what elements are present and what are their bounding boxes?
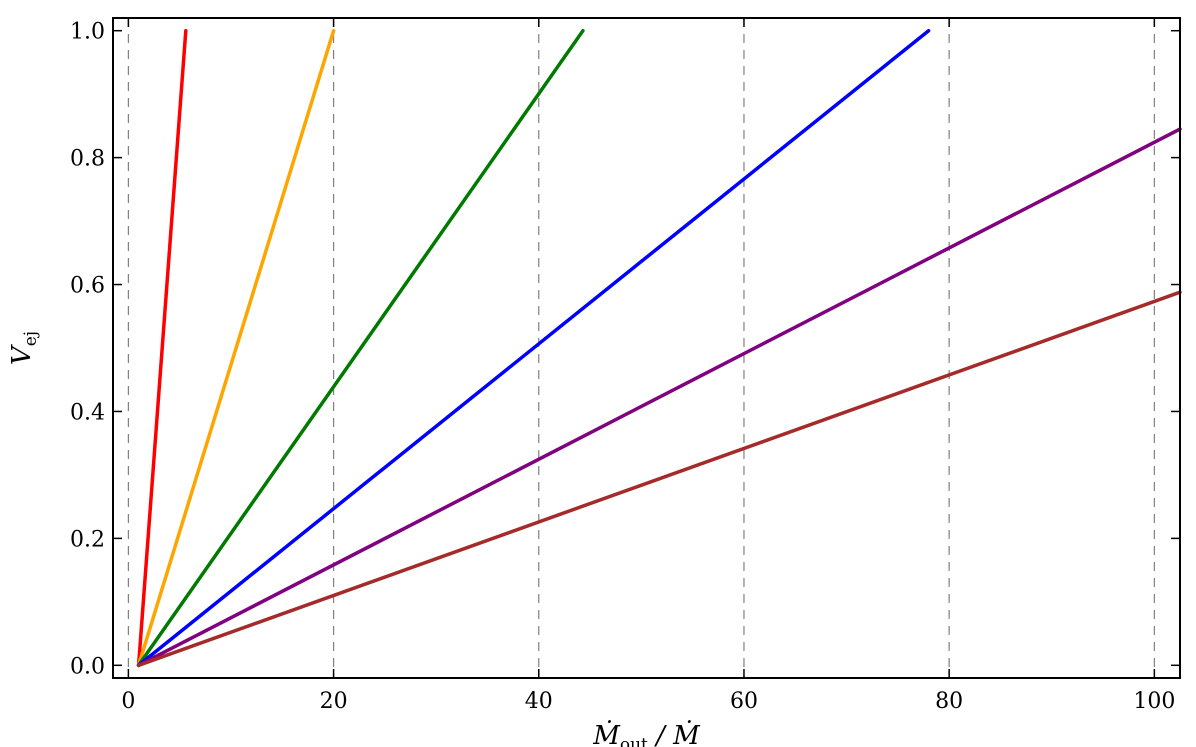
x-tick-label-4: 80 bbox=[935, 689, 963, 714]
series-line-4 bbox=[136, 127, 1182, 668]
series-layer bbox=[136, 28, 1182, 668]
x-tick-label-1: 20 bbox=[320, 689, 348, 714]
y-tick-label-5: 1.0 bbox=[70, 20, 105, 45]
x-tick-label-3: 60 bbox=[730, 689, 758, 714]
x-axis-label: Ṁout / Ṁ bbox=[592, 720, 701, 747]
y-tick-label-2: 0.4 bbox=[70, 400, 105, 425]
series-line-0 bbox=[136, 28, 188, 668]
series-line-5 bbox=[136, 290, 1182, 668]
series-line-2 bbox=[136, 28, 585, 668]
y-tick-label-1: 0.2 bbox=[70, 527, 105, 552]
y-axis-label: Vej bbox=[7, 331, 41, 365]
y-tick-label-4: 0.8 bbox=[70, 147, 105, 172]
plot-frame bbox=[112, 17, 1181, 679]
x-tick-label-0: 0 bbox=[121, 689, 135, 714]
y-tick-label-0: 0.0 bbox=[70, 654, 105, 679]
y-tick-label-3: 0.6 bbox=[70, 274, 105, 299]
tick-layer: 0 20 40 60 80 100 0.0 0.2 0.4 0.6 0.8 1.0 bbox=[70, 18, 1180, 714]
x-tick-label-2: 40 bbox=[525, 689, 553, 714]
series-line-3 bbox=[136, 28, 931, 668]
grid-layer bbox=[127, 18, 1155, 678]
series-line-1 bbox=[136, 28, 336, 668]
x-tick-label-5: 100 bbox=[1133, 689, 1175, 714]
